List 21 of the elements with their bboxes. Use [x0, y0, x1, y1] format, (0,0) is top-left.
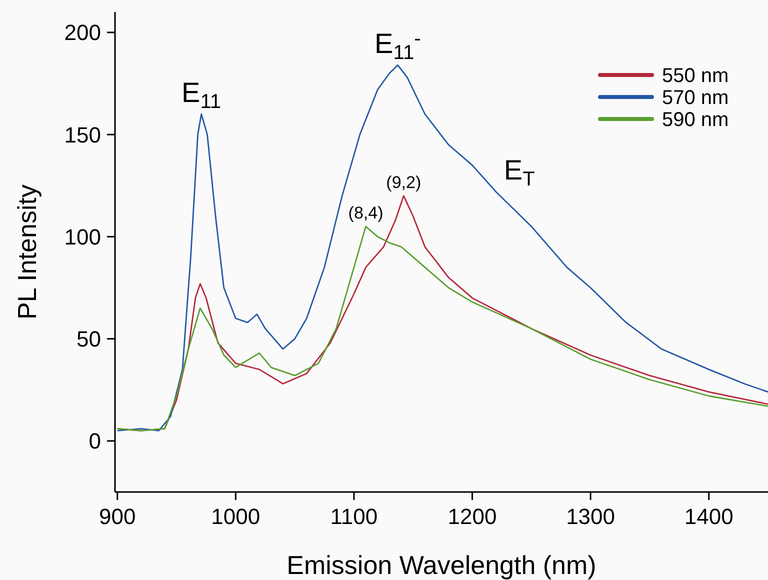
x-tick-label: 1400	[684, 504, 734, 529]
legend-label: 570 nm	[662, 87, 729, 109]
legend-label: 590 nm	[662, 109, 729, 131]
legend-label: 550 nm	[662, 65, 729, 87]
y-tick-label: 0	[88, 428, 101, 454]
x-tick-label: 1000	[211, 504, 260, 529]
x-tick-label: 1200	[448, 504, 497, 529]
annotation: (8,4)	[348, 203, 384, 222]
x-tick-label: 1100	[330, 504, 378, 529]
annotation: E$_{11}$	[182, 77, 222, 114]
y-tick-label: 200	[64, 20, 101, 46]
y-tick-label: 150	[64, 122, 101, 148]
line-series	[116, 64, 768, 432]
x-tick-label: 900	[99, 504, 136, 529]
x-axis-title: Emission Wavelength (nm)	[286, 550, 596, 580]
x-tick-label: 1300	[566, 504, 616, 529]
annotation: E$_{T}$	[504, 154, 535, 191]
y-axis-title: PL Intensity	[12, 184, 42, 320]
y-tick-label: 50	[76, 326, 101, 352]
annotation: (9,2)	[386, 172, 422, 192]
y-tick-label: 100	[64, 224, 101, 250]
